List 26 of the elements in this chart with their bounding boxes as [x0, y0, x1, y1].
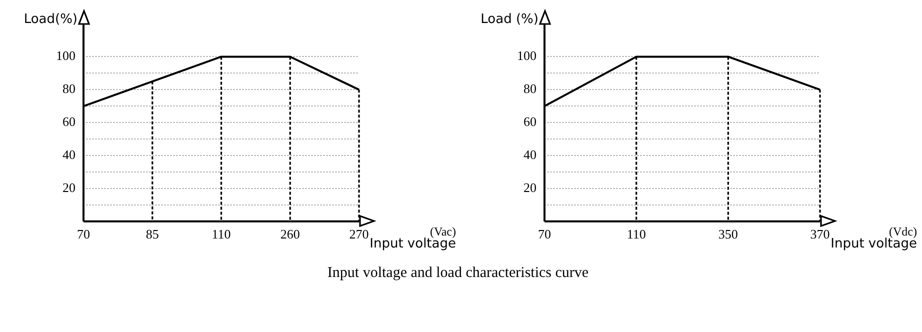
y-tick-label: 100: [56, 48, 76, 64]
y-tick-label: 60: [524, 114, 536, 130]
x-tick-label: 270: [349, 226, 369, 242]
y-tick-label: 60: [62, 114, 76, 130]
x-tick-label: 110: [212, 226, 231, 242]
x-axis-title: Input voltage: [830, 236, 917, 252]
text: (Vdc): [889, 224, 918, 239]
x-tick-label: 350: [718, 226, 738, 242]
y-axis-title: Load (%): [480, 12, 538, 28]
y-tick-label: 40: [62, 146, 76, 162]
y-tick-label: 80: [524, 81, 536, 96]
text: Input voltage and load characteristics curve: [326, 265, 590, 282]
x-tick-label: 70: [538, 226, 551, 242]
y-axis-title: Load(%): [24, 12, 78, 28]
x-tick-label: 260: [280, 226, 300, 242]
y-tick-label: 80: [62, 81, 76, 96]
x-tick-label: 70: [77, 226, 90, 242]
text: (Vac): [430, 224, 456, 239]
x-tick-label: 85: [146, 226, 159, 242]
y-tick-label: 40: [524, 146, 536, 162]
y-tick-label: 100: [517, 48, 536, 64]
x-tick-label: 370: [810, 226, 830, 242]
y-tick-label: 20: [62, 180, 76, 195]
x-tick-label: 110: [626, 226, 646, 242]
y-tick-label: 20: [524, 180, 536, 195]
x-axis-title: Input voltage: [370, 236, 456, 252]
